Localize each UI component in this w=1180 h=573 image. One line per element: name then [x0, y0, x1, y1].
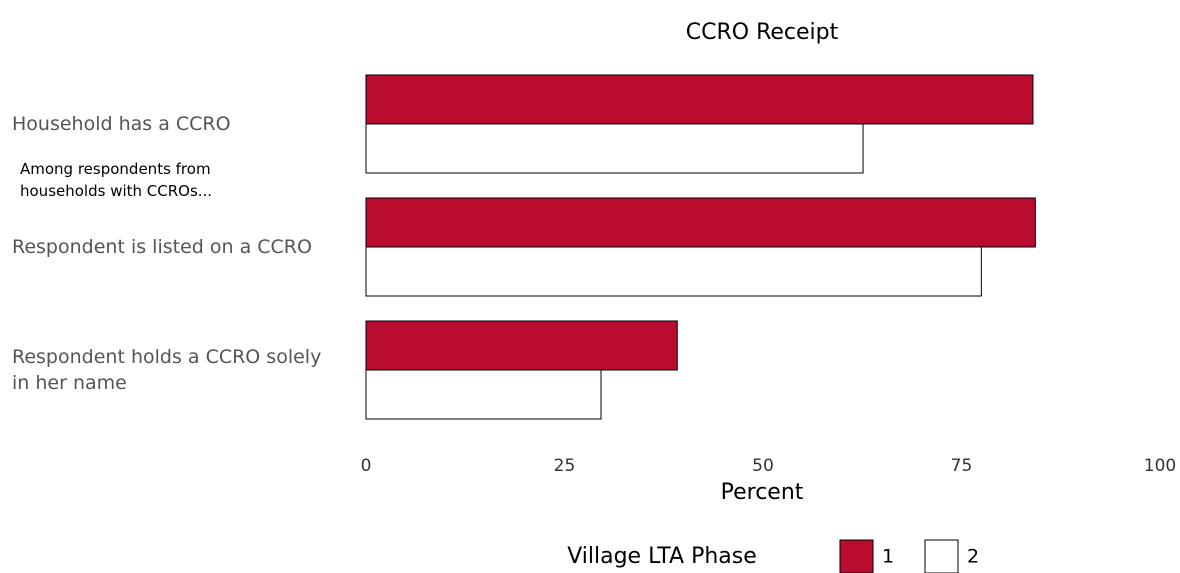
legend-title: Village LTA Phase [567, 544, 757, 569]
x-axis-label: Percent [721, 480, 804, 505]
category-label: Household has a CCRO [12, 113, 231, 135]
category-label: Respondent is listed on a CCRO [12, 236, 312, 258]
x-tick-label: 75 [951, 456, 973, 476]
bar [365, 320, 678, 371]
x-tick-label: 100 [1144, 456, 1176, 476]
bar [365, 123, 864, 174]
legend-swatch [924, 539, 959, 573]
bar [365, 197, 1036, 248]
legend-swatch [839, 539, 874, 573]
legend-label: 1 [882, 546, 894, 568]
bar [365, 246, 982, 297]
bar [365, 369, 602, 420]
bar [365, 74, 1034, 125]
annotation: Among respondents from households with C… [20, 160, 213, 200]
x-tick-label: 50 [752, 456, 774, 476]
chart-title: CCRO Receipt [686, 20, 839, 45]
legend-label: 2 [967, 546, 979, 568]
x-tick-label: 25 [554, 456, 576, 476]
x-tick-label: 0 [361, 456, 372, 476]
category-label: Respondent holds a CCRO solely in her na… [12, 346, 322, 394]
